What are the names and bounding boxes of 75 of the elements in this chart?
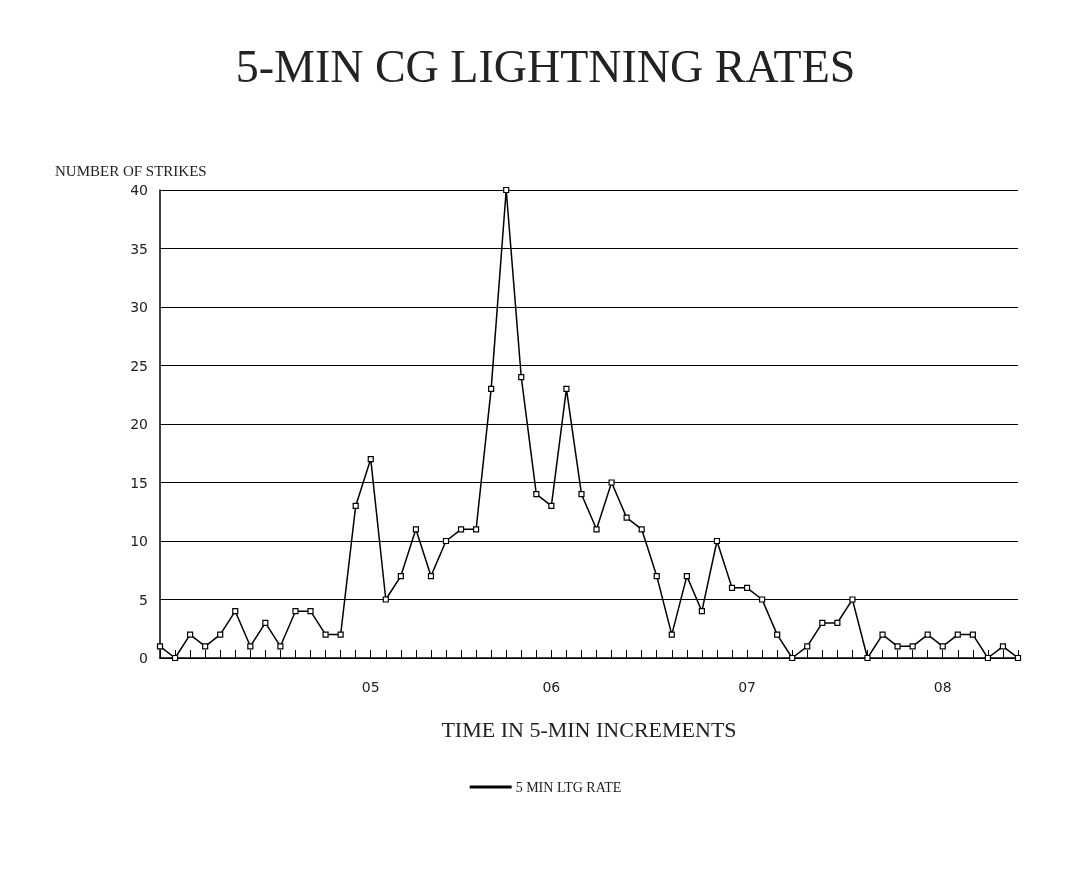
point [969,631,976,638]
point [623,514,630,521]
point [412,526,419,533]
point [834,619,841,626]
y-tick-label: 5 [139,591,148,608]
point [984,654,991,662]
point [232,608,239,615]
point [759,596,766,603]
y-tick-label: 35 [130,240,148,257]
point [217,631,224,638]
x-tick-label: 08 [933,679,952,695]
point [322,631,329,638]
point [156,643,164,650]
point [1014,654,1022,662]
point [548,502,555,509]
point [533,491,540,498]
point [864,654,871,662]
point [367,456,374,463]
point [337,631,344,638]
y-tick-label: 20 [130,416,148,432]
y-tick-label: 0 [139,650,148,666]
point [382,596,389,603]
point [954,631,961,638]
point [713,537,721,545]
point [518,374,525,381]
point [698,608,705,615]
point [774,631,781,638]
point [457,526,465,533]
point [894,643,901,650]
point [202,643,209,650]
point [488,385,495,392]
point [442,537,450,545]
point [292,608,299,615]
point [262,619,269,626]
point [277,643,284,650]
point [307,608,314,615]
point [849,596,856,603]
point [352,502,359,509]
point [804,643,811,650]
point [427,573,435,580]
x-tick-label: 05 [361,679,380,695]
point [819,619,826,626]
point [171,654,179,662]
point [924,631,931,638]
point [608,479,615,486]
point [668,631,675,638]
x-axis-title: TIME IN 5-MIN INCREMENTS [441,716,737,742]
point [728,584,736,591]
point [999,643,1007,650]
point [503,186,510,194]
x-tick-label: 06 [542,679,561,695]
point [683,573,690,580]
point [247,643,254,650]
point [939,643,946,650]
y-tick-label: 30 [130,299,148,315]
point [397,573,404,580]
point [593,526,600,533]
y-tick-label: 15 [130,474,148,491]
y-axis-title: NUMBER OF STRIKES [55,162,207,179]
point [473,526,480,533]
point [187,631,194,638]
y-tick-label: 40 [130,182,148,198]
y-tick-label: 10 [130,533,148,549]
point [789,654,796,662]
y-tick-label: 25 [130,357,148,374]
point [909,643,916,650]
point [563,385,570,392]
x-tick-label: 07 [738,679,756,695]
point [879,631,886,638]
point [743,584,751,591]
point [578,491,585,498]
point [638,526,645,533]
chart-title: 5-MIN CG LIGHTNING RATES [235,40,856,92]
legend-label: 5 MIN LTG RATE [515,779,622,795]
point [653,573,660,580]
